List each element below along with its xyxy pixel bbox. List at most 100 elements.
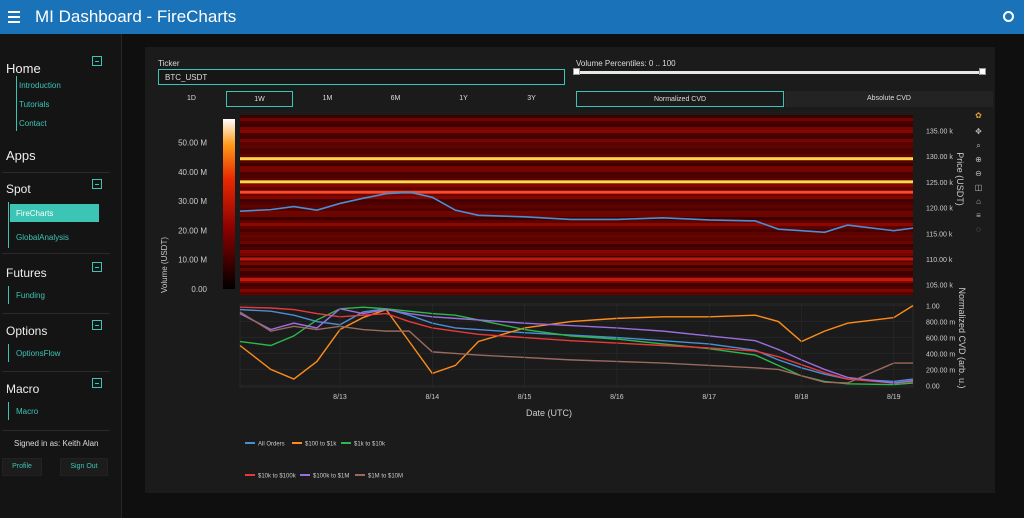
heatmap-band: [240, 187, 913, 191]
macro-section-title: Macro: [6, 382, 40, 396]
heatmap-band: [240, 118, 913, 122]
macro-collapse-icon[interactable]: [92, 378, 102, 388]
profile-button[interactable]: Profile: [2, 458, 42, 476]
heatmap-band: [240, 265, 913, 269]
hover-icon[interactable]: ◌: [976, 225, 981, 234]
heatmap-band: [240, 286, 913, 290]
volume-percentile-slider[interactable]: [576, 71, 984, 74]
price-tick-label: 125.00 k: [926, 180, 953, 187]
heatmap-band: [240, 268, 913, 272]
pan-icon[interactable]: ✥: [975, 127, 982, 136]
heatmap-band: [240, 235, 913, 239]
sidebar-item-tutorials[interactable]: Tutorials: [19, 100, 50, 109]
sidebar-item-introduction[interactable]: Introduction: [19, 81, 61, 90]
heatmap-band: [240, 280, 913, 284]
price-tick-label: 110.00 k: [926, 257, 953, 264]
heatmap-band: [240, 121, 913, 125]
colorbar-tick-label: 20.00 M: [178, 226, 207, 235]
zoom-icon[interactable]: ⌕: [976, 141, 981, 150]
colorbar-label: Volume (USDT): [160, 237, 169, 293]
timeframe-3y-button[interactable]: 3Y: [527, 95, 536, 102]
signout-button[interactable]: Sign Out: [60, 458, 108, 476]
slider-handle-max[interactable]: [979, 68, 986, 75]
apps-title: Apps: [6, 148, 36, 163]
timeframe-1d-button[interactable]: 1D: [187, 95, 196, 102]
heatmap-band: [240, 247, 913, 251]
heatmap-band: [240, 223, 913, 227]
heatmap-band: [240, 199, 913, 203]
cvd-tick-label: 800.00 m: [926, 320, 955, 327]
sidebar-item-globalanalysis[interactable]: GlobalAnalysis: [16, 233, 69, 242]
price-line: [239, 191, 914, 234]
x-tick-label: 8/13: [333, 394, 347, 401]
sidebar-item-funding[interactable]: Funding: [16, 291, 45, 300]
timeframe-6m-button[interactable]: 6M: [390, 95, 401, 102]
heatmap-band: [240, 130, 913, 134]
heatmap-band: [240, 133, 913, 137]
heatmap-band: [240, 259, 913, 263]
legend-label: $1M to $10M: [368, 474, 403, 480]
timeframe-1y-button[interactable]: 1Y: [459, 95, 468, 102]
legend-label: $1k to $10k: [354, 442, 386, 448]
x-tick-label: 8/16: [610, 394, 624, 401]
heatmap-band: [240, 241, 913, 245]
heatmap-band: [240, 244, 913, 248]
sidebar-item-optionsflow[interactable]: OptionsFlow: [16, 349, 61, 358]
spot-collapse-icon[interactable]: [92, 179, 102, 189]
heatmap-band: [240, 184, 913, 188]
heatmap-band: [240, 214, 913, 218]
sidebar-item-firecharts[interactable]: FireCharts: [10, 204, 99, 222]
x-axis-label: Date (UTC): [526, 408, 572, 418]
heatmap-band: [240, 175, 913, 179]
price-tick-label: 120.00 k: [926, 206, 953, 213]
heatmap-band: [240, 124, 913, 128]
reset-icon[interactable]: ⌂: [976, 197, 981, 206]
colorbar-tick-label: 50.00 M: [178, 138, 207, 147]
heatmap-band: [240, 154, 913, 158]
cvd-tick-label: 200.00 m: [926, 367, 955, 374]
zoom-out-icon[interactable]: ⊖: [975, 169, 982, 178]
hamburger-menu-icon[interactable]: [8, 11, 20, 23]
heatmap-band: [240, 196, 913, 200]
legend-label: $100 to $1k: [305, 442, 337, 448]
colorbar: [223, 119, 235, 289]
x-tick-label: 8/18: [795, 394, 809, 401]
options-collapse-icon[interactable]: [92, 320, 102, 330]
x-tick-label: 8/15: [518, 394, 532, 401]
sidebar-item-macro[interactable]: Macro: [16, 407, 39, 416]
cvd-tick-label: 1.00: [926, 304, 940, 311]
cvd-tick-label: 400.00 m: [926, 351, 955, 358]
timeframe-1w-button[interactable]: 1W: [226, 91, 293, 107]
sidebar-item-contact[interactable]: Contact: [19, 119, 47, 128]
colorbar-tick-label: 10.00 M: [178, 256, 207, 265]
heatmap-band: [240, 115, 913, 119]
price-tick-label: 115.00 k: [926, 231, 953, 238]
colorbar-tick-label: 30.00 M: [178, 197, 207, 206]
cvd-tick-label: 0.00: [926, 383, 940, 390]
absolute-cvd-button[interactable]: Absolute CVD: [785, 91, 993, 107]
heatmap-band: [240, 136, 913, 140]
colorbar-tick-label: 40.00 M: [178, 168, 207, 177]
timeframe-1m-button[interactable]: 1M: [322, 95, 333, 102]
sidebar-divider: [2, 430, 110, 431]
plotly-logo-icon[interactable]: ✿: [975, 111, 982, 120]
futures-collapse-icon[interactable]: [92, 262, 102, 272]
zoom-in-icon[interactable]: ⊕: [975, 155, 982, 164]
price-axis-label: Price (USDT): [955, 152, 965, 206]
price-tick-label: 130.00 k: [926, 154, 953, 161]
firechart-plot[interactable]: Volume (USDT) 50.00 M 40.00 M 30.00 M 20.00…: [145, 47, 995, 493]
sidebar: Home Introduction Tutorials Contact Apps…: [0, 34, 122, 518]
macro-nav-line: [8, 402, 9, 420]
sidebar-divider: [2, 253, 110, 254]
home-section-title: Home: [6, 61, 41, 76]
sidebar-divider: [2, 313, 110, 314]
slider-handle-min[interactable]: [573, 68, 580, 75]
heatmap-hot-level: [240, 257, 913, 261]
spike-icon[interactable]: ≡: [976, 211, 981, 220]
home-collapse-icon[interactable]: [92, 56, 102, 66]
heatmap-band: [240, 283, 913, 287]
autoscale-icon[interactable]: ◫: [974, 183, 983, 192]
normalized-cvd-button[interactable]: Normalized CVD: [576, 91, 784, 107]
status-circle-icon[interactable]: [1003, 11, 1014, 22]
ticker-input[interactable]: BTC_USDT: [158, 69, 565, 85]
